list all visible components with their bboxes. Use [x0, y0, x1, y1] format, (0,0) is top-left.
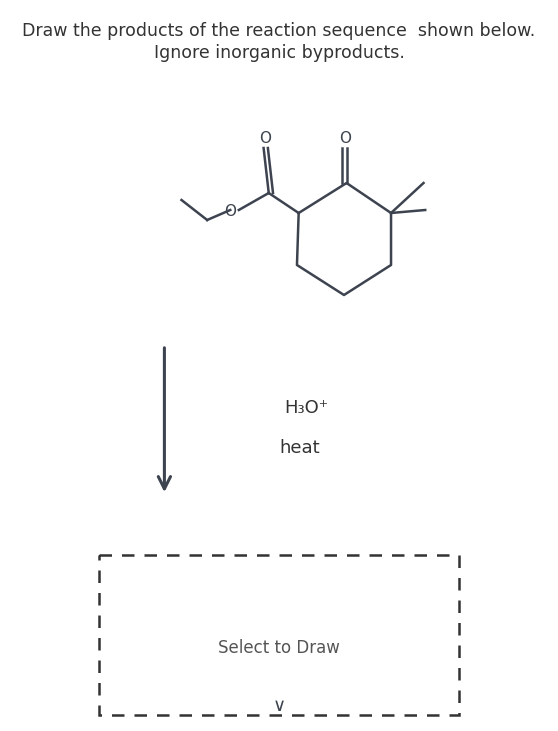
Text: Select to Draw: Select to Draw	[218, 639, 340, 657]
Text: heat: heat	[280, 439, 320, 457]
Text: H₃O⁺: H₃O⁺	[284, 399, 328, 417]
Text: Draw the products of the reaction sequence  shown below.: Draw the products of the reaction sequen…	[22, 22, 536, 40]
Text: O: O	[259, 131, 271, 146]
Text: O: O	[339, 131, 351, 146]
Text: Ignore inorganic byproducts.: Ignore inorganic byproducts.	[153, 44, 405, 62]
Text: O: O	[224, 203, 236, 219]
Text: ∨: ∨	[272, 697, 286, 715]
